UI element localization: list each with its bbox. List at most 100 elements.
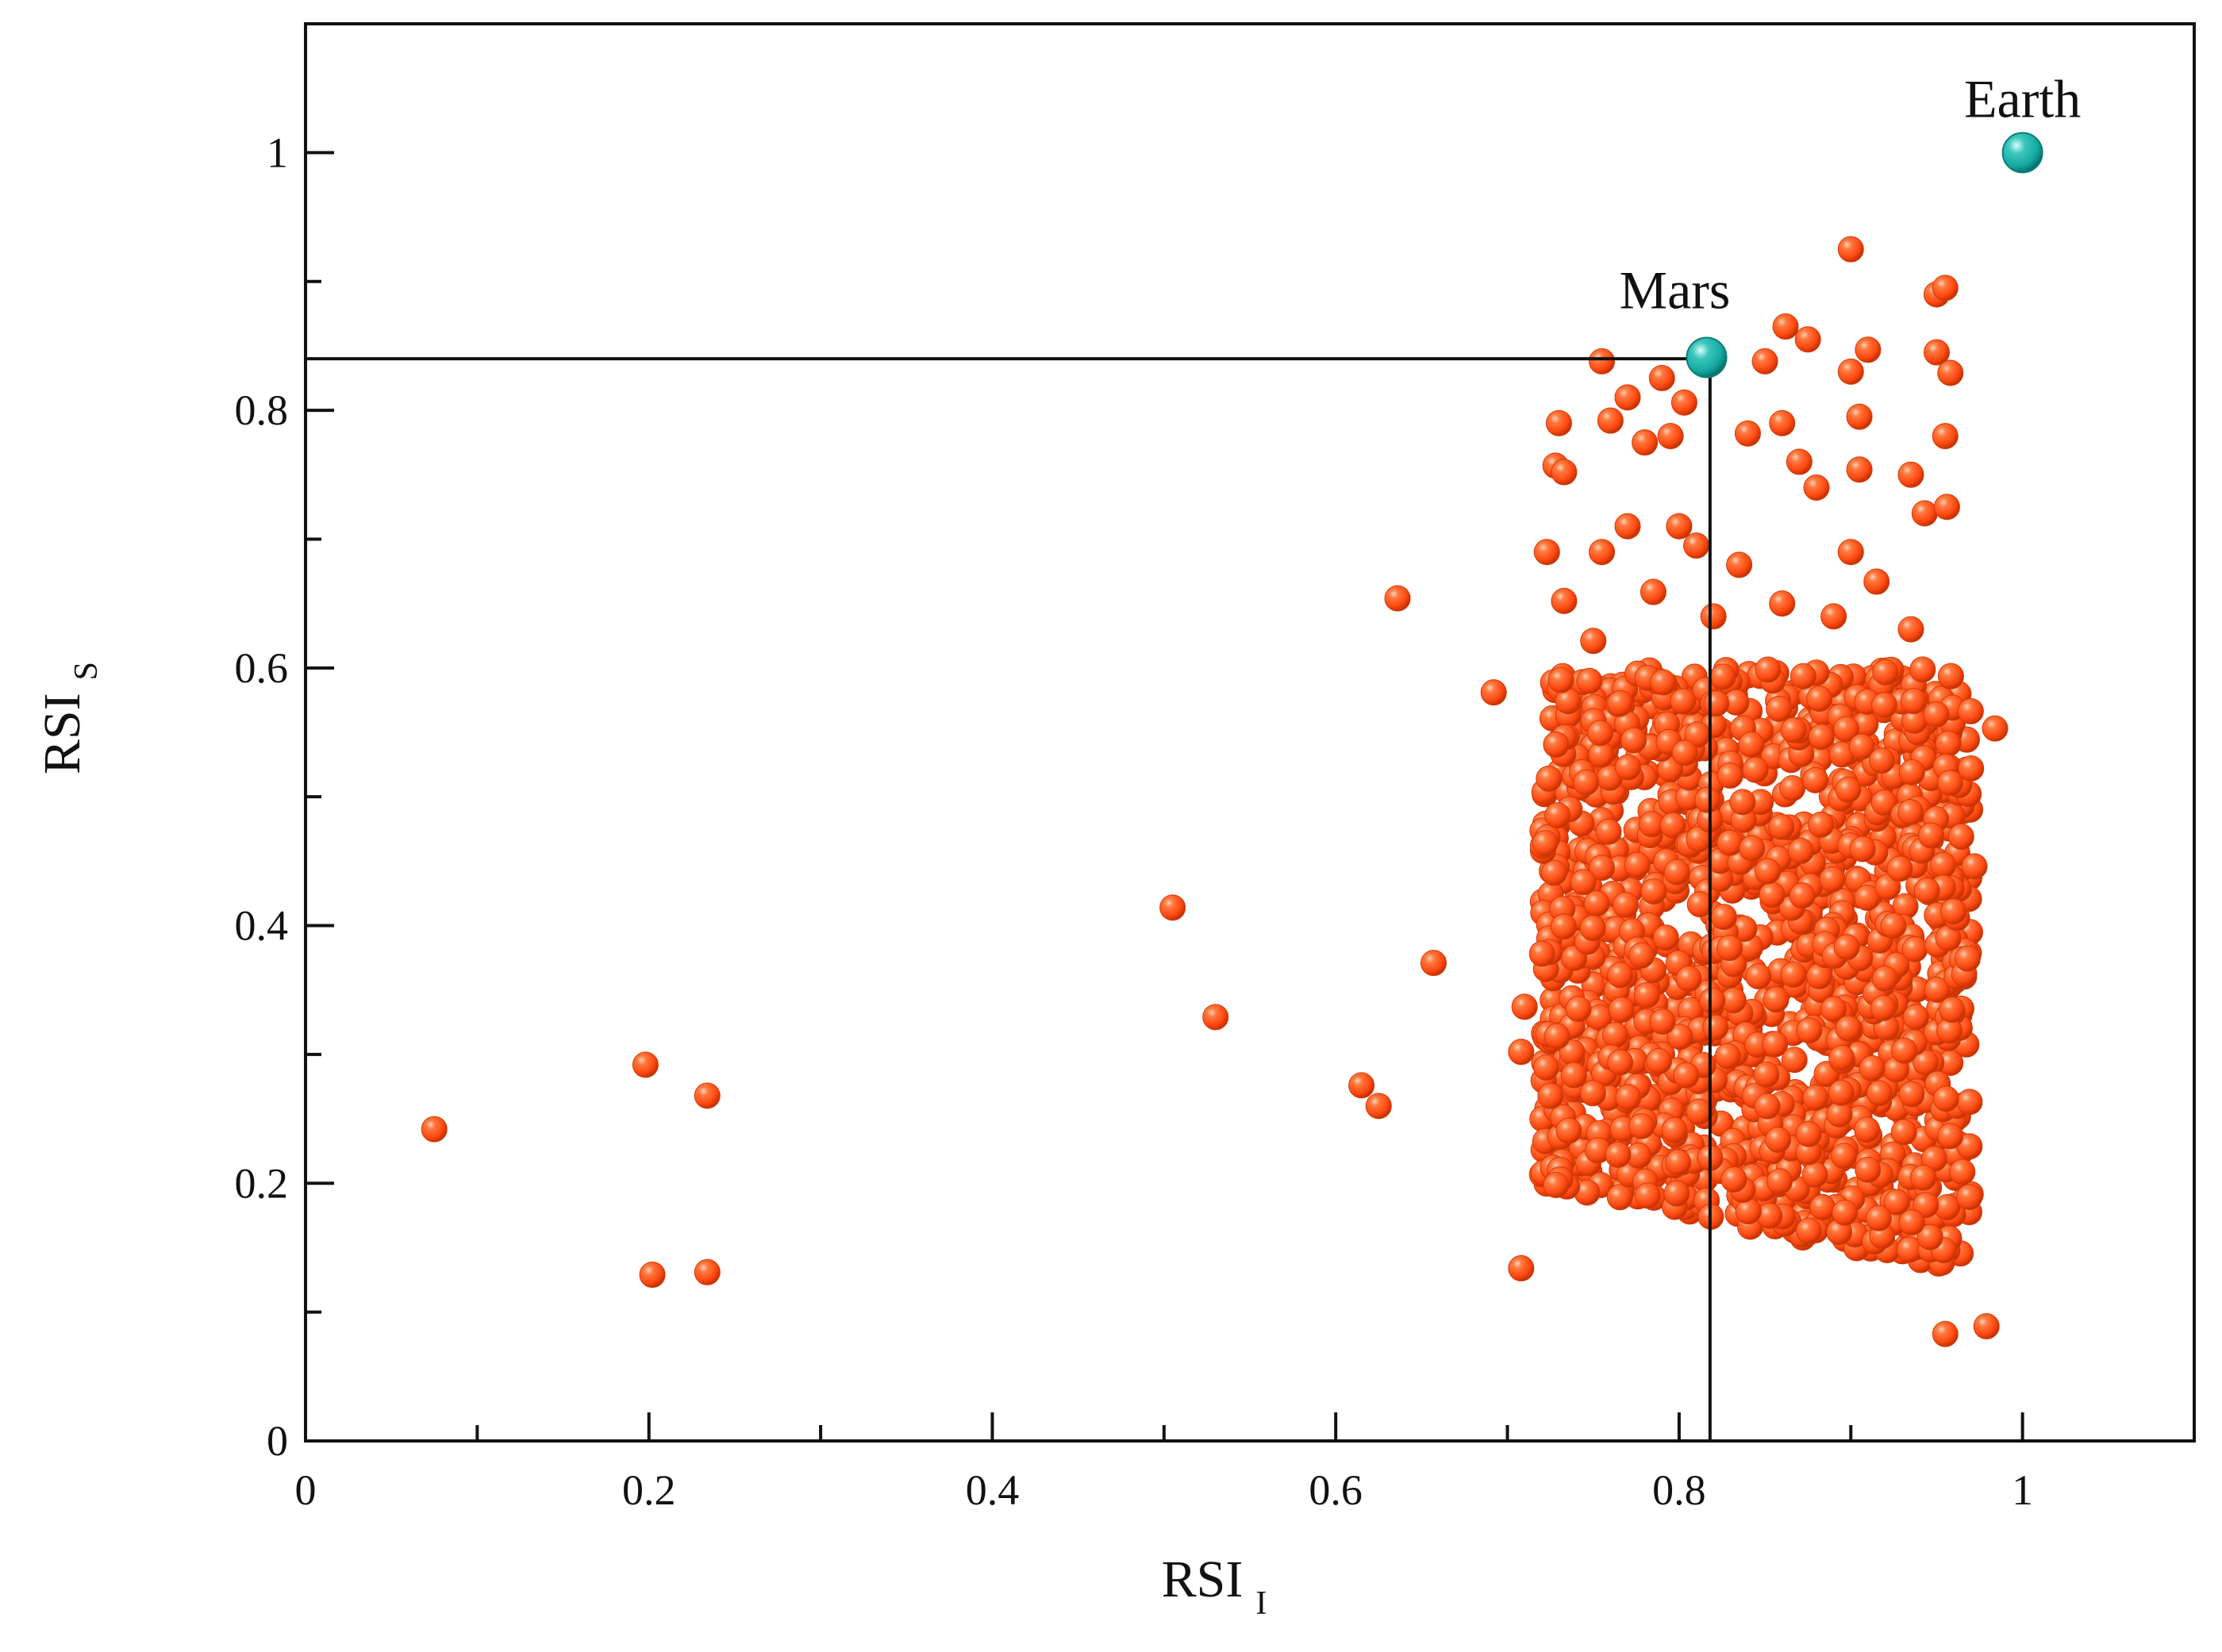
exoplanet-point [1872,659,1899,686]
exoplanet-point [1537,1082,1564,1109]
exoplanet-point [1657,423,1684,450]
exoplanet-point [1790,663,1816,690]
exoplanet-point [1833,934,1860,961]
exoplanet-point [1835,1015,1862,1042]
exoplanet-point [1533,539,1560,566]
exoplanet-point [1780,717,1807,743]
exoplanet-point [1560,1062,1587,1089]
exoplanet-point [1897,798,1924,825]
exoplanet-point [1947,823,1974,850]
exoplanet-point [1648,365,1675,391]
exoplanet-point [1932,1320,1959,1347]
exoplanet-point [1671,740,1698,766]
exoplanet-point [1937,770,1964,797]
exoplanet-point [1589,855,1616,882]
exoplanet-point [1726,551,1753,578]
y-tick-label: 0.6 [235,644,289,692]
tick-labels: 0 0.2 0.4 0.6 0.8 1 0 0.2 0.4 0.6 0.8 1 [235,129,2034,1514]
y-tick-label: 0.2 [235,1159,289,1207]
exoplanet-point [1933,494,1960,521]
y-axis-title: RSIS [33,662,105,774]
exoplanet-point [1620,727,1647,754]
exoplanet-point [1716,762,1743,789]
exoplanet-point [1923,339,1950,366]
exoplanet-point [1765,1126,1792,1153]
exoplanet-point [1957,697,1984,724]
exoplanet-point [1949,1158,1976,1185]
exoplanet-point [1789,882,1816,909]
exoplanet-point [1159,894,1186,921]
exoplanet-point [1835,776,1862,803]
x-tick-label: 0.4 [966,1466,1020,1514]
exoplanet-point [1666,1024,1693,1051]
exoplanet-point [1779,775,1806,802]
exoplanet-point [1738,731,1765,758]
mars-point [1686,336,1728,378]
exoplanet-point [1480,679,1507,706]
exoplanet-point [1716,829,1743,856]
exoplanet-point [1683,532,1710,559]
exoplanet-point [1652,924,1679,951]
exoplanet-point [1939,997,1966,1024]
exoplanet-point [1665,1149,1692,1176]
exoplanet-point [1828,1079,1855,1106]
exoplanet-point [1536,765,1563,792]
x-tick-label: 0 [295,1466,317,1514]
exoplanet-point [1924,976,1951,1003]
exoplanet-point [1663,859,1690,886]
exoplanet-point [1597,407,1624,434]
exoplanet-point [1918,822,1945,849]
exoplanet-point [1833,716,1860,743]
exoplanet-point [1802,1084,1829,1111]
exoplanet-point [1902,1004,1929,1031]
exoplanet-point [1808,811,1835,838]
exoplanet-point [1870,692,1897,719]
exoplanet-point [1533,1054,1560,1081]
exoplanet-point [1543,1171,1570,1198]
x-tick-label: 0.2 [622,1466,676,1514]
exoplanet-point [1508,1254,1535,1281]
exoplanet-point [1751,348,1778,375]
exoplanet-point [1580,628,1607,655]
exoplanet-point [1583,890,1610,917]
exoplanet-point [1650,669,1677,696]
exoplanet-point [1874,874,1901,901]
exoplanet-point [1573,769,1600,796]
exoplanet-point [1916,1224,1943,1251]
exoplanet-point [1958,755,1985,782]
exoplanet-point [1956,1089,1983,1116]
exoplanet-point [1541,859,1568,886]
exoplanet-point [1891,1037,1918,1064]
exoplanet-point [1780,961,1807,988]
exoplanet-point [1865,1204,1892,1231]
exoplanet-point [1937,1123,1964,1150]
exoplanet-point [1832,1199,1859,1226]
exoplanet-point [1802,766,1829,793]
exoplanet-point [1700,603,1727,630]
exoplanet-point [1710,904,1737,931]
exoplanet-point [1543,1023,1570,1050]
exoplanet-point [1937,359,1964,386]
exoplanet-point [421,1116,448,1143]
x-tick-label: 1 [2012,1466,2033,1514]
exoplanet-point [1910,1164,1937,1191]
exoplanet-point [1932,423,1959,450]
axis-ticks [304,151,2024,1443]
exoplanet-point [1511,993,1538,1020]
exoplanet-point [1605,1141,1632,1168]
exoplanet-point [1848,733,1875,760]
exoplanet-point [1384,585,1411,612]
exoplanet-point [1607,690,1634,717]
exoplanet-point [1753,1061,1780,1088]
exoplanet-point [1900,688,1927,715]
exoplanet-point [1754,1093,1781,1120]
exoplanet-point [1901,935,1928,962]
exoplanet-point [1913,1049,1939,1076]
exoplanet-point [1923,701,1950,728]
exoplanet-point [1897,461,1924,488]
x-axis-title: RSI I [1162,1550,1267,1622]
exoplanet-point [1766,695,1793,722]
exoplanet-point [1808,724,1835,751]
exoplanet-point [1755,656,1782,683]
exoplanet-point [1675,966,1702,993]
